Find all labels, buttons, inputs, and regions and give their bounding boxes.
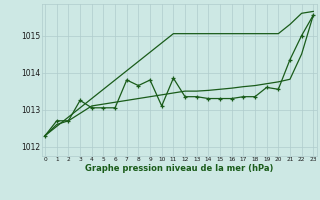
X-axis label: Graphe pression niveau de la mer (hPa): Graphe pression niveau de la mer (hPa) xyxy=(85,164,273,173)
